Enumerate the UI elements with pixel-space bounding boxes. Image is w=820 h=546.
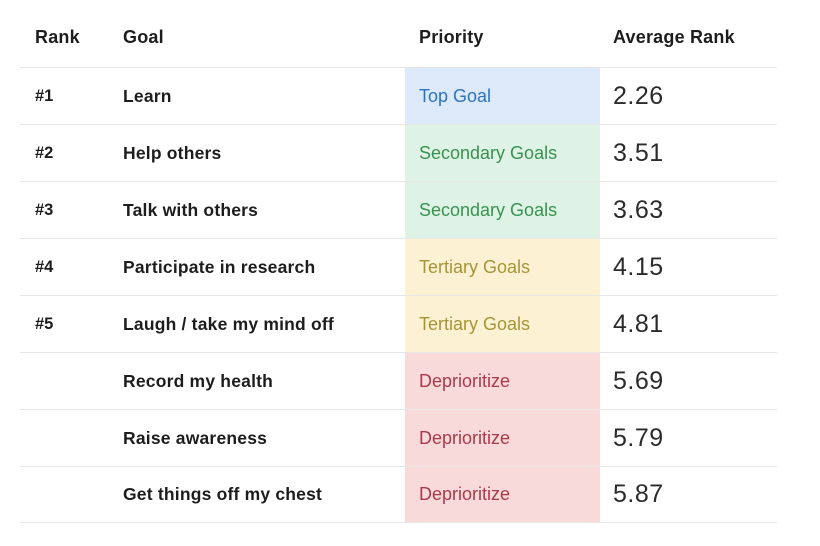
table-row: #3 Talk with others Secondary Goals 3.63 xyxy=(20,181,777,238)
average-rank-cell: 5.79 xyxy=(613,423,664,452)
goal-cell: Talk with others xyxy=(123,199,259,220)
table-row: #4 Participate in research Tertiary Goal… xyxy=(20,238,777,295)
goal-cell: Get things off my chest xyxy=(123,484,323,504)
header-goal: Goal xyxy=(123,27,164,47)
average-rank-cell: 3.51 xyxy=(613,138,664,167)
average-rank-cell: 4.81 xyxy=(613,309,664,338)
average-rank-cell: 2.26 xyxy=(613,81,664,110)
goal-cell: Learn xyxy=(123,85,172,106)
goal-cell: Help others xyxy=(123,142,222,163)
average-rank-cell: 4.15 xyxy=(613,252,664,281)
goal-cell: Participate in research xyxy=(123,256,316,277)
table-header-row: Rank Goal Priority Average Rank xyxy=(20,0,777,67)
average-rank-cell: 5.69 xyxy=(613,366,664,395)
priority-badge: Deprioritize xyxy=(405,410,600,466)
goal-cell: Record my health xyxy=(123,370,274,391)
goal-cell: Laugh / take my mind off xyxy=(123,313,334,334)
priority-badge: Secondary Goals xyxy=(405,125,600,181)
table-row: Record my health Deprioritize 5.69 xyxy=(20,352,777,409)
priority-badge: Tertiary Goals xyxy=(405,296,600,352)
header-priority: Priority xyxy=(419,27,484,47)
goal-ranking-table: Rank Goal Priority Average Rank #1 Learn… xyxy=(20,0,777,523)
rank-cell: #1 xyxy=(35,86,54,105)
average-rank-cell: 3.63 xyxy=(613,195,664,224)
average-rank-cell: 5.87 xyxy=(613,480,664,508)
priority-badge: Tertiary Goals xyxy=(405,239,600,295)
table-row: #1 Learn Top Goal 2.26 xyxy=(20,67,777,124)
priority-badge: Deprioritize xyxy=(405,353,600,409)
rank-cell: #3 xyxy=(35,200,54,219)
goal-cell: Raise awareness xyxy=(123,427,268,448)
rank-cell: #5 xyxy=(35,314,54,333)
priority-badge: Top Goal xyxy=(405,68,600,124)
table-row: #2 Help others Secondary Goals 3.51 xyxy=(20,124,777,181)
rank-cell: #2 xyxy=(35,143,54,162)
rank-cell: #4 xyxy=(35,257,54,276)
table-row: Raise awareness Deprioritize 5.79 xyxy=(20,409,777,466)
table-body: #1 Learn Top Goal 2.26 #2 Help others Se… xyxy=(20,67,777,523)
priority-badge: Deprioritize xyxy=(405,467,600,522)
table-row: Get things off my chest Deprioritize 5.8… xyxy=(20,466,777,523)
header-average-rank: Average Rank xyxy=(613,27,735,47)
header-rank: Rank xyxy=(35,27,80,47)
priority-badge: Secondary Goals xyxy=(405,182,600,238)
table-row: #5 Laugh / take my mind off Tertiary Goa… xyxy=(20,295,777,352)
